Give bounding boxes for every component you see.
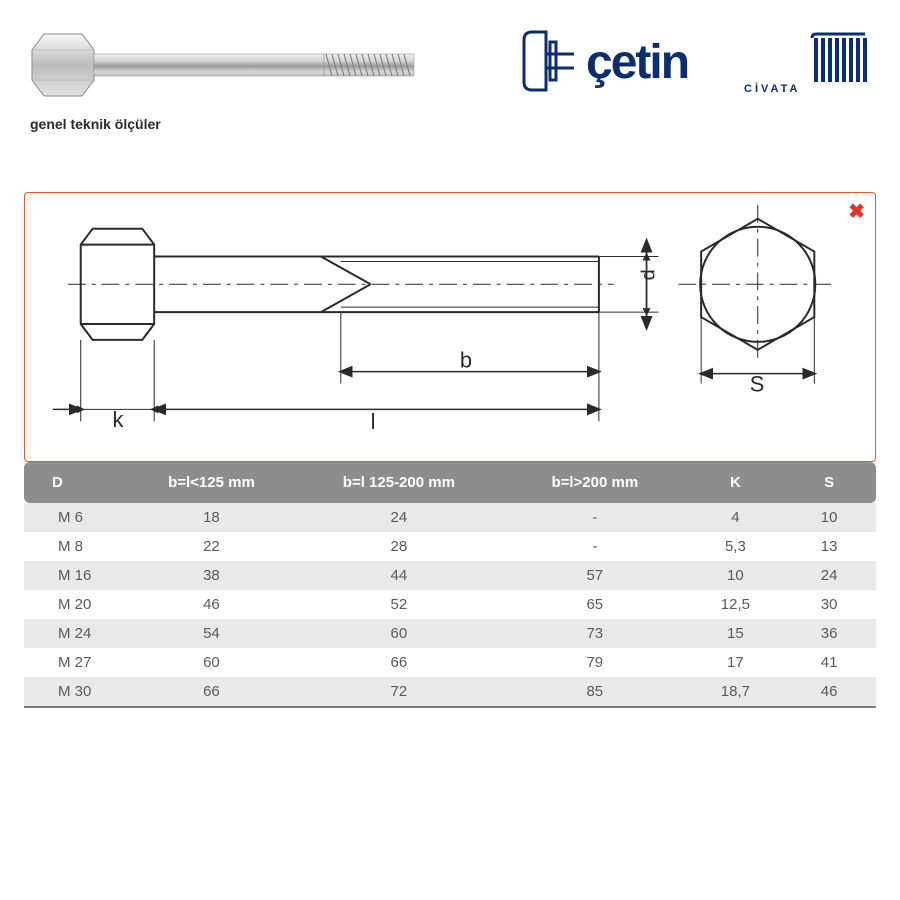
col-header-S: S — [782, 462, 876, 503]
table-cell: 30 — [782, 590, 876, 619]
dim-label-s: S — [750, 372, 765, 397]
logo-text: çetin — [586, 36, 688, 89]
table-cell: 10 — [689, 561, 783, 590]
table-cell: 79 — [501, 648, 688, 677]
col-header-b1: b=l<125 mm — [126, 462, 296, 503]
table-cell: 52 — [297, 590, 501, 619]
table-cell: 15 — [689, 619, 783, 648]
table-cell: M 20 — [24, 590, 126, 619]
table-row: M 276066791741 — [24, 648, 876, 677]
table-cell: 41 — [782, 648, 876, 677]
table-cell: 54 — [126, 619, 296, 648]
table-cell: M 27 — [24, 648, 126, 677]
table-header: D b=l<125 mm b=l 125-200 mm b=l>200 mm K… — [24, 462, 876, 503]
table-cell: 66 — [297, 648, 501, 677]
table-cell: 28 — [297, 532, 501, 561]
table-body: M 61824-410M 82228-5,313M 163844571024M … — [24, 503, 876, 706]
table-cell: 13 — [782, 532, 876, 561]
table-cell: 65 — [501, 590, 688, 619]
table-cell: 17 — [689, 648, 783, 677]
brand-logo: çetin CİVATA — [516, 20, 876, 110]
table-cell: 10 — [782, 503, 876, 532]
table-cell: 44 — [297, 561, 501, 590]
diagram-content: k l b d S — [43, 205, 857, 443]
table-row: M 61824-410 — [24, 503, 876, 532]
dim-label-d: d — [637, 269, 659, 280]
table-cell: 18 — [126, 503, 296, 532]
table-row: M 245460731536 — [24, 619, 876, 648]
table-cell: 12,5 — [689, 590, 783, 619]
dim-label-k: k — [112, 407, 123, 432]
table-cell: 36 — [782, 619, 876, 648]
col-header-b2: b=l 125-200 mm — [297, 462, 501, 503]
table-cell: 22 — [126, 532, 296, 561]
table-cell: M 30 — [24, 677, 126, 706]
table-cell: 60 — [126, 648, 296, 677]
subtitle: genel teknik ölçüler — [30, 116, 876, 132]
table-cell: - — [501, 532, 688, 561]
table-cell: 4 — [689, 503, 783, 532]
table-row: M 82228-5,313 — [24, 532, 876, 561]
table-cell: 38 — [126, 561, 296, 590]
table-cell: 66 — [126, 677, 296, 706]
table-cell: 5,3 — [689, 532, 783, 561]
close-icon[interactable]: ✖ — [848, 199, 865, 224]
table-cell: 72 — [297, 677, 501, 706]
table-cell: 24 — [782, 561, 876, 590]
table-cell: 73 — [501, 619, 688, 648]
table-cell: M 8 — [24, 532, 126, 561]
table-cell: 46 — [782, 677, 876, 706]
dimensions-table: D b=l<125 mm b=l 125-200 mm b=l>200 mm K… — [24, 462, 876, 706]
technical-diagram-panel: ✖ — [24, 192, 876, 462]
table-row: M 3066728518,746 — [24, 677, 876, 706]
table-cell: 85 — [501, 677, 688, 706]
logo-subtext: CİVATA — [744, 82, 801, 95]
header-row: çetin CİVATA — [24, 20, 876, 110]
table-cell: M 6 — [24, 503, 126, 532]
table-cell: 46 — [126, 590, 296, 619]
col-header-b3: b=l>200 mm — [501, 462, 688, 503]
col-header-K: K — [689, 462, 783, 503]
dim-label-l: l — [371, 409, 376, 434]
dimensions-table-wrap: D b=l<125 mm b=l 125-200 mm b=l>200 mm K… — [24, 462, 876, 708]
table-cell: 57 — [501, 561, 688, 590]
table-cell: M 16 — [24, 561, 126, 590]
table-cell: - — [501, 503, 688, 532]
col-header-D: D — [24, 462, 126, 503]
table-row: M 2046526512,530 — [24, 590, 876, 619]
table-cell: 60 — [297, 619, 501, 648]
table-cell: 24 — [297, 503, 501, 532]
dim-label-b: b — [460, 348, 472, 373]
table-cell: 18,7 — [689, 677, 783, 706]
table-cell: M 24 — [24, 619, 126, 648]
table-row: M 163844571024 — [24, 561, 876, 590]
bolt-photo — [24, 20, 424, 110]
